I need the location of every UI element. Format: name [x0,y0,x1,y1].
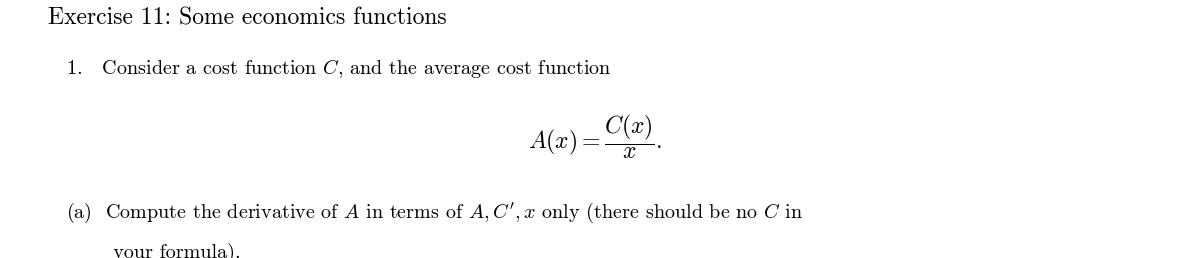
Text: $A(x) = \dfrac{C(x)}{x}.$: $A(x) = \dfrac{C(x)}{x}.$ [528,112,662,161]
Text: Exercise 11: Some economics functions: Exercise 11: Some economics functions [48,8,446,30]
Text: your formula).: your formula). [66,243,241,258]
Text: 1.   Consider a cost function $C$, and the average cost function: 1. Consider a cost function $C$, and the… [66,57,612,80]
Text: (a)  Compute the derivative of $A$ in terms of $A, C', x$ only (there should be : (a) Compute the derivative of $A$ in ter… [66,201,803,225]
